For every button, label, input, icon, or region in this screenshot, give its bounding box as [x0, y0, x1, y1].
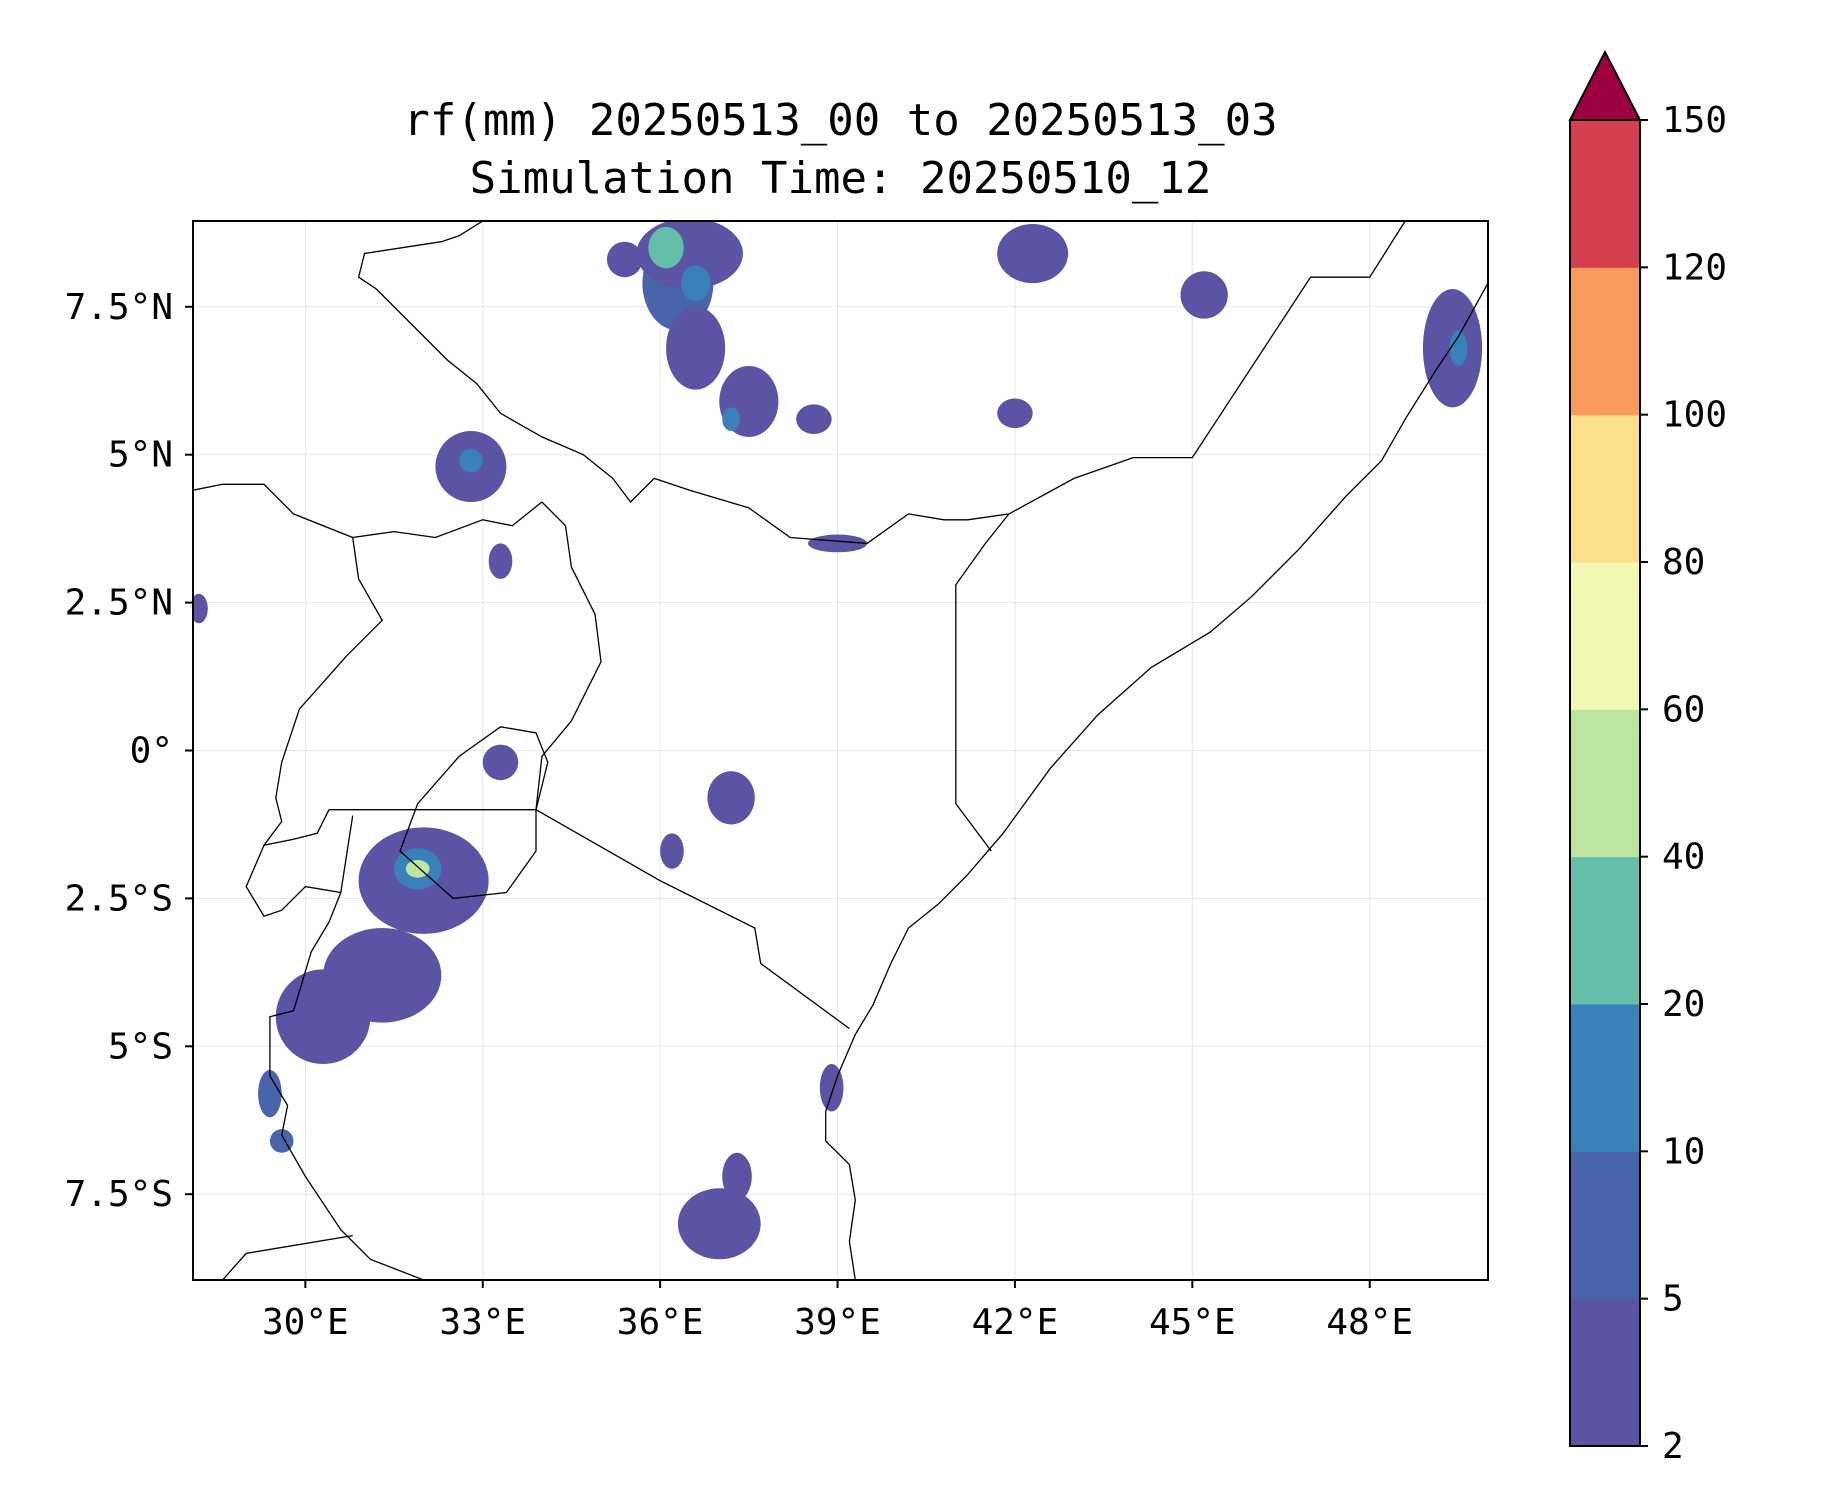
- y-tick-label: 2.5°N: [65, 583, 173, 624]
- rainfall-contours: [193, 221, 1483, 1260]
- colorbar-tick-label: 60: [1662, 689, 1705, 730]
- x-tick-label: 39°E: [794, 1302, 881, 1343]
- colorbar-tick-label: 2: [1662, 1426, 1684, 1467]
- x-tick-label: 45°E: [1149, 1302, 1236, 1343]
- rain-cell: [807, 534, 868, 553]
- colorbar-tick-label: 10: [1662, 1131, 1705, 1172]
- colorbar-tick-label: 100: [1662, 395, 1727, 436]
- country-border: [535, 809, 850, 1030]
- coastline: [825, 282, 1488, 1280]
- colorbar-tick-label: 40: [1662, 837, 1705, 878]
- rain-cell: [997, 223, 1069, 284]
- rain-cell: [796, 404, 832, 434]
- colorbar-tick-label: 5: [1662, 1279, 1684, 1320]
- rain-cell: [488, 543, 513, 579]
- figure-subtitle: Simulation Time: 20250510_12: [469, 153, 1212, 204]
- colorbar-segment: [1570, 562, 1640, 710]
- rain-cell: [660, 833, 684, 869]
- x-tick-label: 33°E: [439, 1302, 526, 1343]
- colorbar-segment: [1570, 856, 1640, 1005]
- rain-cell: [997, 398, 1033, 429]
- colorbar-segment: [1570, 267, 1640, 416]
- country-border: [352, 501, 543, 539]
- rain-cell: [193, 593, 208, 624]
- x-axis-ticks: 30°E 33°E 36°E 39°E 42°E 45°E 48°E: [262, 1280, 1413, 1343]
- country-border: [955, 513, 1010, 852]
- y-axis-ticks: 7.5°N 5°N 2.5°N 0° 2.5°S 5°S 7.5°S: [65, 287, 193, 1215]
- colorbar-segment: [1570, 1298, 1640, 1447]
- y-tick-label: 0°: [130, 731, 173, 772]
- rain-cell: [722, 407, 740, 432]
- rain-cell: [405, 859, 430, 878]
- colorbar-segment: [1570, 120, 1640, 268]
- rain-cell: [606, 241, 643, 278]
- country-borders: [193, 221, 1488, 1280]
- rain-cell: [459, 448, 483, 473]
- rain-cell: [269, 1129, 294, 1153]
- rain-cell: [258, 1069, 282, 1118]
- x-tick-label: 42°E: [972, 1302, 1059, 1343]
- x-tick-label: 36°E: [617, 1302, 704, 1343]
- y-tick-label: 7.5°N: [65, 287, 173, 328]
- rain-cell: [482, 744, 519, 781]
- rain-cell: [707, 771, 755, 825]
- colorbar-tick-label: 120: [1662, 247, 1727, 288]
- country-border: [357, 221, 1406, 545]
- gridlines: [193, 221, 1488, 1280]
- y-tick-label: 2.5°S: [65, 878, 173, 919]
- country-border: [193, 483, 384, 846]
- colorbar: 2 5 10 20 40 60 80 100 120 150: [1568, 49, 1727, 1467]
- x-tick-label: 48°E: [1326, 1302, 1413, 1343]
- colorbar-tick-label: 80: [1662, 542, 1705, 583]
- country-border: [269, 892, 424, 1280]
- colorbar-segment: [1570, 709, 1640, 858]
- figure-title: rf(mm) 20250513_00 to 20250513_03: [403, 95, 1278, 146]
- y-tick-label: 5°N: [108, 435, 173, 476]
- colorbar-segment: [1570, 1004, 1640, 1152]
- lake-victoria-outline: [399, 726, 549, 900]
- x-tick-label: 30°E: [262, 1302, 349, 1343]
- colorbar-frame: [1569, 119, 1641, 1447]
- country-border: [535, 501, 602, 810]
- country-border: [245, 809, 354, 917]
- y-tick-label: 7.5°S: [65, 1174, 173, 1215]
- colorbar-tick-label: 150: [1662, 100, 1727, 141]
- rain-cell: [648, 226, 684, 269]
- rain-cell: [677, 1188, 761, 1260]
- rain-cell: [1449, 330, 1468, 366]
- rain-cell: [1180, 271, 1228, 319]
- country-border: [222, 1234, 353, 1280]
- rain-cell: [666, 306, 726, 390]
- colorbar-segment: [1570, 414, 1640, 563]
- colorbar-tick-label: 20: [1662, 984, 1705, 1025]
- colorbar-segment: [1570, 1151, 1640, 1300]
- rain-cell: [275, 969, 371, 1065]
- rain-cell: [722, 1152, 752, 1201]
- colorbar-extend-arrow: [1568, 49, 1642, 121]
- rain-cell: [680, 265, 711, 301]
- y-tick-label: 5°S: [108, 1026, 173, 1067]
